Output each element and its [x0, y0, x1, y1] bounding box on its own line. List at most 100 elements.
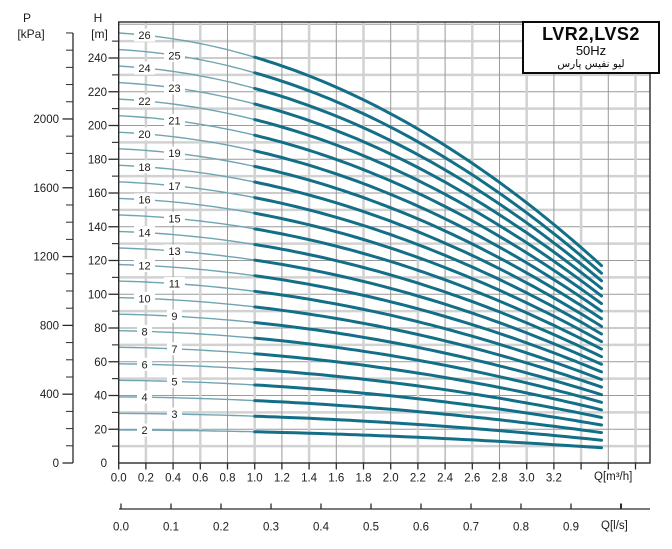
pump-curve-stage-20 — [253, 149, 603, 313]
head-tick-label: 180 — [88, 154, 107, 166]
frequency-label: 50Hz — [575, 42, 607, 58]
curve-label-mask — [163, 244, 185, 258]
curve-label-mask — [134, 226, 156, 240]
curve-label-mask — [163, 81, 185, 95]
flow-ls-tick-label: 0.7 — [463, 522, 479, 534]
flow-m3h-tick-label: 2.4 — [437, 473, 454, 485]
pump-curve-stage-8 — [253, 336, 603, 404]
curve-label-mask — [134, 61, 156, 75]
curve-label-mask — [137, 423, 153, 437]
curve-stage-label: 3 — [171, 409, 177, 421]
curve-stage-label: 4 — [141, 392, 147, 404]
curve-stage-label: 17 — [168, 181, 180, 193]
flow-ls-tick-label: 0.1 — [163, 522, 179, 534]
flow-m3h-unit-label: Q[m³/h] — [594, 471, 633, 483]
flow-ls-tick-label: 0.0 — [113, 522, 129, 534]
flow-m3h-tick-label: 3.2 — [546, 473, 562, 485]
flow-m3h-tick-label: 0.2 — [138, 473, 154, 485]
curve-stage-label: 22 — [138, 96, 150, 108]
curve-label-mask — [166, 407, 182, 421]
flow-ls-tick-label: 0.6 — [413, 522, 429, 534]
curve-stage-label: 11 — [169, 279, 180, 291]
plot-border — [117, 21, 651, 464]
curve-label-mask — [137, 324, 153, 338]
pump-curve-stage-11-low-flow — [118, 280, 255, 292]
curve-label-mask — [134, 160, 156, 174]
curve-label-mask — [166, 342, 182, 356]
pressure-axis-name: P — [22, 11, 31, 25]
pressure-tick-label: 0 — [53, 458, 59, 470]
title-box: LVR2,LVS2 50Hz لیو نفیس پارس — [522, 21, 660, 74]
pressure-tick-label: 1600 — [33, 183, 59, 195]
pump-curve-stage-19 — [253, 164, 603, 321]
pump-curve-stage-3-low-flow — [118, 412, 255, 417]
pressure-tick-label: 400 — [40, 389, 59, 401]
head-axis-name: H — [93, 11, 103, 25]
curve-stage-label: 16 — [138, 195, 150, 207]
head-tick-label: 100 — [88, 289, 107, 301]
flow-m3h-tick-label: 2.2 — [410, 473, 426, 485]
pump-curve-stage-13 — [253, 258, 603, 366]
pump-curve-stage-16 — [253, 211, 603, 344]
head-tick-label: 200 — [88, 121, 107, 133]
flow-ls-tick-label: 0.9 — [563, 522, 579, 534]
pump-curve-stage-6 — [253, 367, 603, 419]
curve-stage-label: 24 — [138, 63, 150, 75]
curve-label-mask — [134, 94, 156, 108]
curve-label-mask — [137, 357, 153, 371]
brand-label: لیو نفیس پارس — [557, 57, 625, 70]
flow-m3h-tick-label: 0.4 — [165, 473, 182, 485]
flow-m3h-axis: 0.0 0.2 0.4 0.6 0.8 1.0 1.2 1.4 1.6 1.8 2.0 2.2 2.4 2… — [111, 463, 637, 485]
curve-label-mask — [137, 390, 153, 404]
head-tick-label: 160 — [88, 188, 107, 200]
pump-curve-stage-11 — [253, 289, 603, 381]
pump-curve-stage-25 — [253, 71, 603, 275]
curve-stage-label: 15 — [168, 213, 180, 225]
head-tick-label: 60 — [94, 357, 107, 369]
flow-ls-unit-label: Q[l/s] — [601, 520, 628, 532]
curve-label-mask — [163, 48, 185, 62]
curve-label-mask — [134, 127, 156, 141]
flow-m3h-tick-label: 2.8 — [492, 473, 508, 485]
flow-m3h-tick-label: 0.8 — [220, 473, 236, 485]
pump-curves — [118, 32, 603, 450]
pump-curve-stage-13-low-flow — [118, 247, 255, 261]
curve-label-mask — [163, 211, 185, 225]
curve-stage-label: 21 — [168, 116, 180, 128]
curve-stage-label: 9 — [171, 311, 177, 323]
flow-m3h-tick-label: 2.0 — [383, 473, 399, 485]
curve-stage-label: 5 — [171, 376, 177, 388]
flow-ls-tick-label: 0.2 — [213, 522, 229, 534]
curve-stage-labels: 2345678910111213141516171819202122232425… — [134, 28, 185, 437]
pump-curve-stage-5-low-flow — [118, 379, 255, 386]
pump-curve-stage-2 — [253, 430, 603, 450]
pump-curve-stage-25-low-flow — [118, 48, 255, 74]
pump-curve-stage-23 — [253, 102, 603, 290]
flow-ls-tick-label: 0.3 — [263, 522, 279, 534]
flow-m3h-tick-label: 1.6 — [328, 473, 344, 485]
pump-curve-stage-21 — [253, 133, 603, 306]
curve-label-mask — [163, 179, 185, 193]
pump-curve-stage-5 — [253, 383, 603, 427]
head-tick-label: 220 — [88, 87, 107, 99]
head-axis-unit: [m] — [91, 27, 108, 41]
flow-m3h-tick-label: 1.2 — [274, 473, 290, 485]
curve-label-mask — [166, 374, 182, 388]
flow-ls-tick-label: 0.4 — [313, 522, 330, 534]
pressure-axis-unit: [kPa] — [17, 27, 45, 41]
curve-stage-label: 14 — [138, 228, 150, 240]
pump-curve-stage-4 — [253, 399, 603, 435]
pump-curve-stage-21-low-flow — [118, 115, 255, 136]
horizontal-gridlines — [118, 23, 650, 448]
curve-label-mask — [166, 309, 182, 323]
curve-stage-label: 7 — [171, 344, 177, 356]
curve-stage-label: 6 — [141, 359, 147, 371]
pump-curve-stage-22 — [253, 118, 603, 298]
curve-stage-label: 20 — [138, 129, 150, 141]
pump-curve-stage-14 — [253, 243, 603, 359]
head-tick-label: 120 — [88, 256, 107, 268]
pump-curve-stage-10 — [253, 305, 603, 389]
curve-label-mask — [163, 277, 185, 291]
curve-label-mask — [134, 193, 156, 207]
